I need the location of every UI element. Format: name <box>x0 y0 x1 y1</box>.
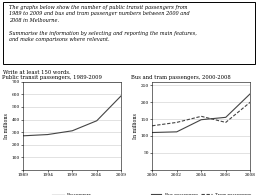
FancyBboxPatch shape <box>3 2 255 64</box>
Legend: Bus passengers, Tram passengers: Bus passengers, Tram passengers <box>149 191 253 195</box>
Text: The graphs below show the number of public transit passengers from
1989 to 2009 : The graphs below show the number of publ… <box>9 5 197 42</box>
Y-axis label: In millions: In millions <box>133 113 138 139</box>
Text: Bus and tram passengers, 2000-2008: Bus and tram passengers, 2000-2008 <box>131 75 230 80</box>
Legend: Passengers: Passengers <box>51 191 94 195</box>
Text: Write at least 150 words.: Write at least 150 words. <box>3 70 70 75</box>
Y-axis label: In millions: In millions <box>4 113 9 139</box>
Text: Public transit passengers, 1989-2009: Public transit passengers, 1989-2009 <box>2 75 102 80</box>
